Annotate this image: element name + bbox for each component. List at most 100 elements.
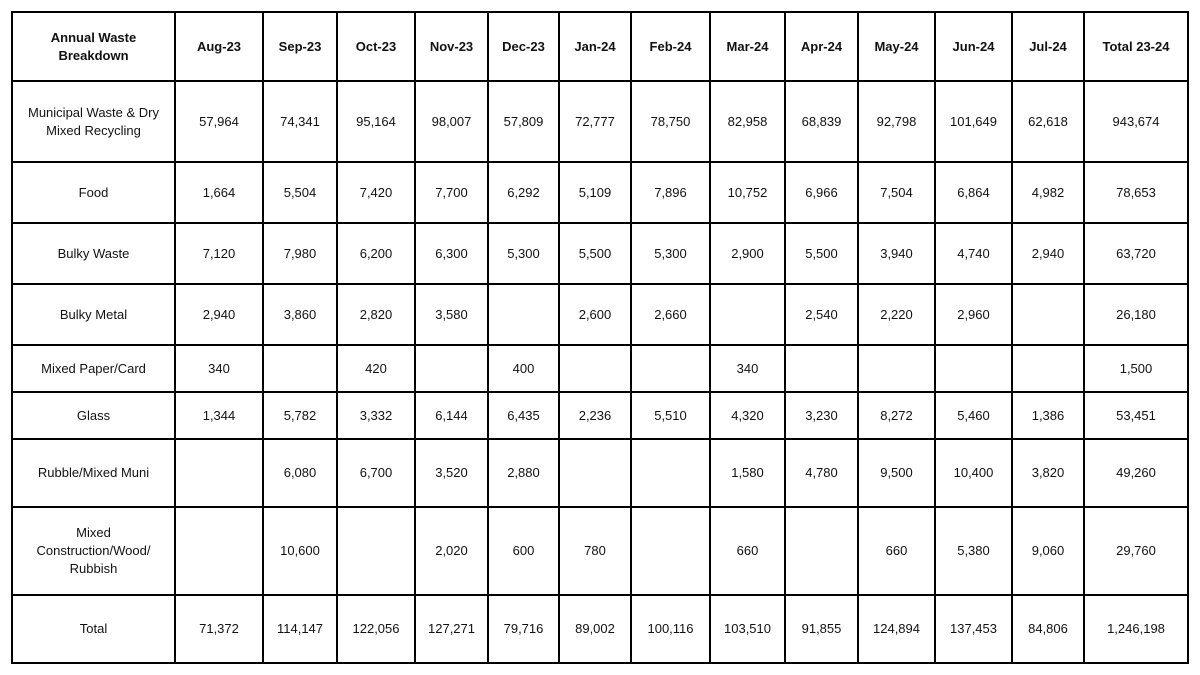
table-cell: 127,271 [414, 594, 489, 664]
table-row: Mixed Paper/Card 340 420 400 340 1,500 [11, 344, 1189, 393]
table-cell: 101,649 [934, 80, 1013, 163]
table-cell: 2,900 [709, 222, 786, 285]
table-cell: 6,080 [262, 438, 338, 508]
table-cell [630, 344, 711, 393]
table-body: Municipal Waste & Dry Mixed Recycling 57,… [11, 80, 1189, 664]
table-cell: 5,380 [934, 506, 1013, 596]
row-label: Food [11, 161, 176, 224]
table-cell [934, 344, 1013, 393]
table-cell: 7,896 [630, 161, 711, 224]
table-cell: 9,500 [857, 438, 936, 508]
table-cell: 2,940 [1011, 222, 1085, 285]
table-cell [558, 344, 632, 393]
table-cell: 1,386 [1011, 391, 1085, 440]
table-cell: 5,504 [262, 161, 338, 224]
table-cell: 7,120 [174, 222, 264, 285]
table-cell: 4,982 [1011, 161, 1085, 224]
table-cell: 420 [336, 344, 416, 393]
table-cell: 1,344 [174, 391, 264, 440]
table-cell: 5,460 [934, 391, 1013, 440]
table-cell: 74,341 [262, 80, 338, 163]
table-cell: 3,520 [414, 438, 489, 508]
table-cell [857, 344, 936, 393]
table-cell: 8,272 [857, 391, 936, 440]
table-cell: 340 [174, 344, 264, 393]
column-header: Oct-23 [336, 11, 416, 82]
table-cell: 78,653 [1083, 161, 1189, 224]
table-cell [630, 506, 711, 596]
table-cell [1011, 283, 1085, 346]
table-cell: 6,700 [336, 438, 416, 508]
table-row: Food 1,664 5,504 7,420 7,700 6,292 5,109 7,896 1… [11, 161, 1189, 224]
table-cell: 5,300 [487, 222, 560, 285]
table-cell: 2,660 [630, 283, 711, 346]
table-cell: 660 [709, 506, 786, 596]
table-cell [414, 344, 489, 393]
table-cell: 137,453 [934, 594, 1013, 664]
table-cell: 7,420 [336, 161, 416, 224]
table-row: Mixed Construction/Wood/ Rubbish 10,600 2,… [11, 506, 1189, 596]
table-cell [174, 506, 264, 596]
table-cell: 68,839 [784, 80, 859, 163]
table-cell: 4,740 [934, 222, 1013, 285]
table-cell: 100,116 [630, 594, 711, 664]
column-header: Apr-24 [784, 11, 859, 82]
table-cell: 2,020 [414, 506, 489, 596]
table-cell: 6,864 [934, 161, 1013, 224]
row-label: Bulky Metal [11, 283, 176, 346]
column-header: Jan-24 [558, 11, 632, 82]
table-cell: 91,855 [784, 594, 859, 664]
table-cell: 78,750 [630, 80, 711, 163]
table-cell: 943,674 [1083, 80, 1189, 163]
table-cell: 53,451 [1083, 391, 1189, 440]
column-header: Mar-24 [709, 11, 786, 82]
table-cell: 400 [487, 344, 560, 393]
table-cell: 4,780 [784, 438, 859, 508]
table-cell: 780 [558, 506, 632, 596]
total-row: Total 71,372 114,147 122,056 127,271 79,716 89… [11, 594, 1189, 664]
table-cell: 1,580 [709, 438, 786, 508]
table-cell: 5,109 [558, 161, 632, 224]
table-cell: 10,400 [934, 438, 1013, 508]
table-cell: 2,220 [857, 283, 936, 346]
table-cell: 3,230 [784, 391, 859, 440]
table-row: Rubble/Mixed Muni 6,080 6,700 3,520 2,880 1,5… [11, 438, 1189, 508]
table-row: Bulky Metal 2,940 3,860 2,820 3,580 2,600 2,66… [11, 283, 1189, 346]
table-cell: 3,580 [414, 283, 489, 346]
table-row: Glass 1,344 5,782 3,332 6,144 6,435 2,236 5,510… [11, 391, 1189, 440]
table-cell [336, 506, 416, 596]
table-cell: 660 [857, 506, 936, 596]
table-cell [1011, 344, 1085, 393]
row-label: Glass [11, 391, 176, 440]
table-cell: 98,007 [414, 80, 489, 163]
table-cell: 82,958 [709, 80, 786, 163]
table-cell: 4,320 [709, 391, 786, 440]
column-header: Total 23-24 [1083, 11, 1189, 82]
table-cell: 3,332 [336, 391, 416, 440]
column-header: Jul-24 [1011, 11, 1085, 82]
table-cell: 89,002 [558, 594, 632, 664]
table-cell: 6,144 [414, 391, 489, 440]
table-cell [558, 438, 632, 508]
table-cell: 2,940 [174, 283, 264, 346]
column-header: Aug-23 [174, 11, 264, 82]
table-cell: 7,700 [414, 161, 489, 224]
table-cell: 10,600 [262, 506, 338, 596]
waste-breakdown-table: Annual Waste Breakdown Aug-23 Sep-23 Oct-2… [11, 11, 1189, 664]
column-header: Dec-23 [487, 11, 560, 82]
table-cell: 2,960 [934, 283, 1013, 346]
table-cell [174, 438, 264, 508]
table-row: Bulky Waste 7,120 7,980 6,200 6,300 5,300 5,50… [11, 222, 1189, 285]
column-header: Nov-23 [414, 11, 489, 82]
table-cell: 49,260 [1083, 438, 1189, 508]
table-cell: 63,720 [1083, 222, 1189, 285]
column-header: Jun-24 [934, 11, 1013, 82]
table-cell: 6,292 [487, 161, 560, 224]
table-cell: 3,860 [262, 283, 338, 346]
table-cell [784, 344, 859, 393]
table-cell: 7,980 [262, 222, 338, 285]
table-cell: 26,180 [1083, 283, 1189, 346]
table-cell: 2,820 [336, 283, 416, 346]
table-cell: 2,540 [784, 283, 859, 346]
table-cell: 340 [709, 344, 786, 393]
